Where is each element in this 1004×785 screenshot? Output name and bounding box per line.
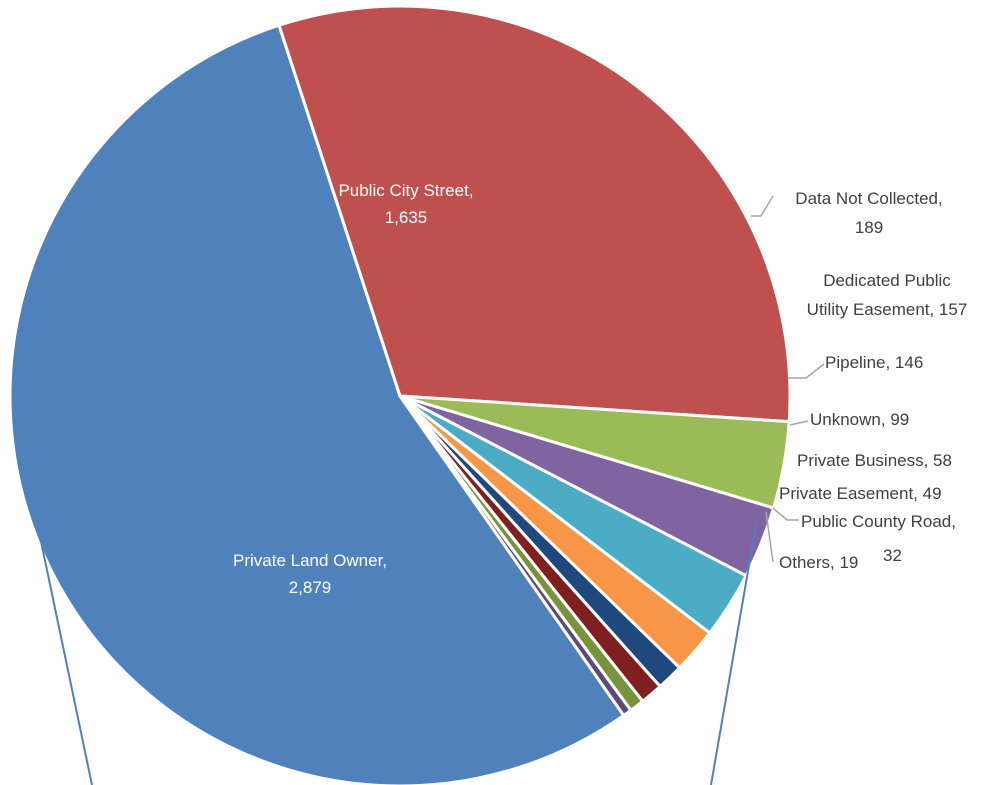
data-label-public-city-street-line-1: Public City Street, [338,181,473,200]
pie-slice-public-city-street [277,4,792,424]
data-label-dedicated-public-utility-easement-line-1: Dedicated Public [823,271,951,290]
data-label-public-city-street-line-2: 1,635 [385,208,428,227]
leader-line-pipeline [788,363,825,379]
leader-line-public-county-road [772,507,799,521]
data-label-private-land-owner-line-2: 2,879 [289,578,332,597]
data-label-unknown: Unknown, 99 [810,410,909,429]
pie-slice-private-land-owner [8,23,626,785]
data-label-data-not-collected-line-2: 189 [855,218,883,237]
data-label-pipeline: Pipeline, 146 [825,353,923,372]
data-label-data-not-collected-line-1: Data Not Collected, [795,189,942,208]
data-label-public-county-road-line-2: 32 [883,546,902,565]
data-labels: Private Land Owner, 2,879 Public City Stre… [233,181,967,597]
data-label-public-county-road-line-1: Public County Road, [801,512,956,531]
connector-line-right [710,524,757,785]
pie-of-pie-connector-lines [33,507,757,785]
leader-line-others [765,511,774,563]
data-label-private-business: Private Business, 58 [797,451,952,470]
leader-line-unknown [789,420,809,426]
connector-line-left [33,507,93,785]
label-leader-lines [751,195,825,563]
pie-slices [8,4,792,785]
pie-slice-others [398,394,633,717]
data-label-private-land-owner-line-1: Private Land Owner, [233,551,387,570]
data-label-others: Others, 19 [779,553,858,572]
leader-line-data-not-collected [751,195,774,217]
data-label-dedicated-public-utility-easement-line-2: Utility Easement, 157 [807,300,968,319]
data-label-private-easement: Private Easement, 49 [779,484,942,503]
